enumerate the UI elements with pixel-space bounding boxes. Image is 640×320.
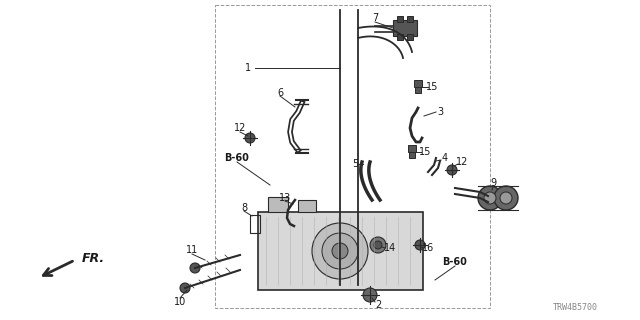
Circle shape	[245, 133, 255, 143]
Text: B-60: B-60	[225, 153, 250, 163]
Bar	[397, 16, 403, 22]
Circle shape	[478, 186, 502, 210]
Circle shape	[322, 233, 358, 269]
Circle shape	[494, 186, 518, 210]
Bar	[250, 215, 260, 233]
Text: 6: 6	[277, 88, 283, 98]
Text: B-60: B-60	[443, 257, 467, 267]
Text: FR.: FR.	[82, 252, 105, 265]
Text: 4: 4	[442, 153, 448, 163]
Text: 9: 9	[490, 178, 496, 188]
Circle shape	[363, 288, 377, 302]
Bar	[397, 34, 403, 40]
Bar	[393, 20, 417, 36]
Bar	[414, 80, 422, 87]
Text: 12: 12	[234, 123, 246, 133]
Text: 16: 16	[422, 243, 434, 253]
Circle shape	[180, 283, 190, 293]
Text: 15: 15	[426, 82, 438, 92]
Text: 15: 15	[419, 147, 431, 157]
Text: TRW4B5700: TRW4B5700	[552, 303, 598, 313]
Bar	[407, 34, 413, 40]
Text: 5: 5	[352, 159, 358, 169]
Circle shape	[415, 240, 425, 250]
Bar	[407, 16, 413, 22]
Text: 1: 1	[245, 63, 251, 73]
Text: 11: 11	[186, 245, 198, 255]
Bar	[409, 152, 415, 158]
Circle shape	[484, 192, 496, 204]
Bar	[258, 212, 423, 290]
Bar	[415, 87, 421, 93]
Bar	[408, 145, 416, 152]
Text: 8: 8	[241, 203, 247, 213]
Text: 7: 7	[372, 13, 378, 23]
Text: 10: 10	[174, 297, 186, 307]
Circle shape	[332, 243, 348, 259]
Bar	[298, 200, 316, 212]
Circle shape	[370, 237, 386, 253]
Bar	[215, 5, 490, 308]
Circle shape	[500, 192, 512, 204]
Circle shape	[312, 223, 368, 279]
Circle shape	[374, 241, 382, 249]
Text: 12: 12	[456, 157, 468, 167]
Circle shape	[447, 165, 457, 175]
Text: 2: 2	[375, 300, 381, 310]
Text: 14: 14	[384, 243, 396, 253]
Bar	[268, 197, 288, 212]
Circle shape	[190, 263, 200, 273]
Text: 13: 13	[279, 193, 291, 203]
Text: 3: 3	[437, 107, 443, 117]
